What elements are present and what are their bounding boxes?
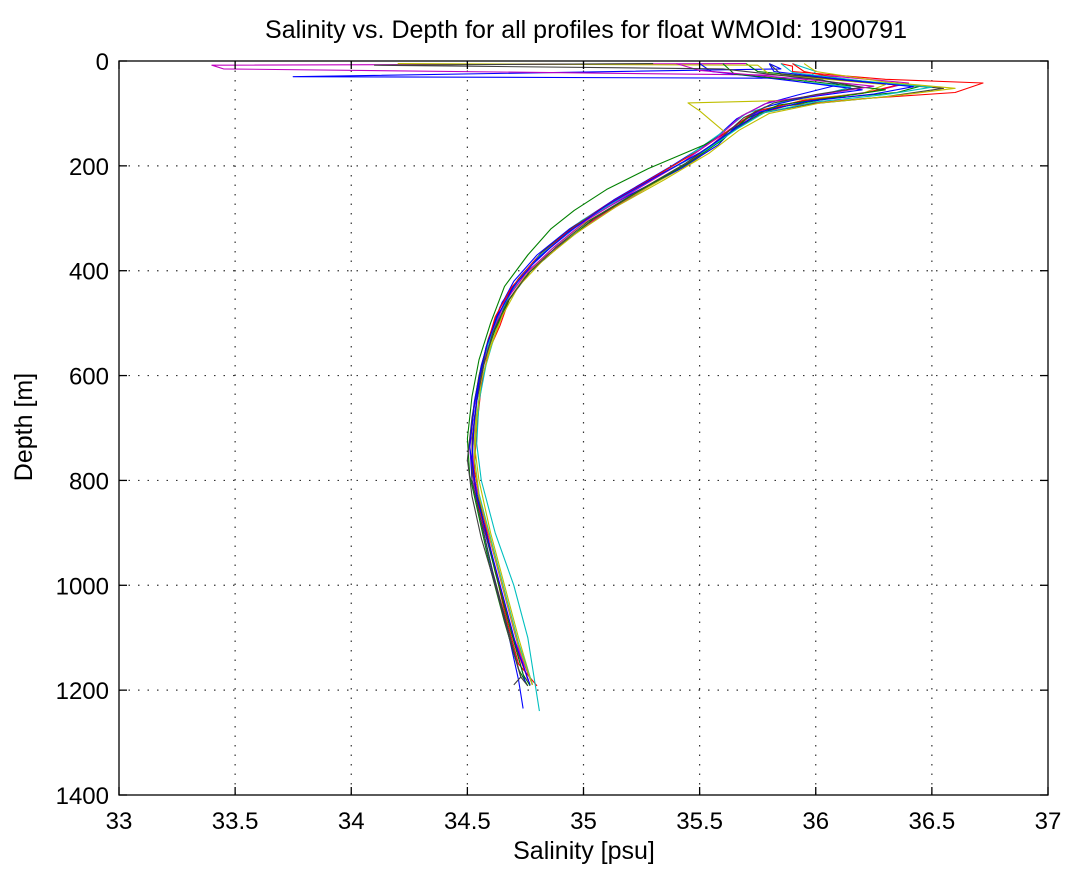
- y-tick-label: 600: [69, 364, 109, 391]
- y-tick-label: 200: [69, 154, 109, 181]
- y-tick-labels: 0 200 400 600 800 1000 1200 1400: [56, 49, 109, 810]
- x-tick-label: 33: [106, 808, 133, 835]
- profile-line-12: [471, 63, 875, 681]
- y-tick-label: 0: [96, 49, 109, 76]
- y-tick-label: 1200: [56, 678, 109, 705]
- y-tick-label: 1000: [56, 573, 109, 600]
- x-tick-labels: 33 33.5 34 34.5 35 35.5 36 36.5 37: [106, 808, 1062, 835]
- profile-line-14: [373, 63, 863, 687]
- y-tick-label: 800: [69, 468, 109, 495]
- profile-line-15: [471, 63, 914, 686]
- profile-line-13: [473, 63, 956, 686]
- y-tick-label: 400: [69, 259, 109, 286]
- chart-title: Salinity vs. Depth for all profiles for …: [265, 16, 907, 44]
- x-tick-label: 35.5: [676, 808, 723, 835]
- profile-lines: [211, 63, 984, 712]
- axis-ticks: [118, 60, 1049, 796]
- x-tick-label: 35: [570, 808, 597, 835]
- x-tick-label: 37: [1035, 808, 1062, 835]
- x-tick-label: 34: [338, 808, 365, 835]
- x-tick-label: 34.5: [444, 808, 491, 835]
- y-axis-title: Depth [m]: [10, 373, 38, 481]
- x-tick-label: 33.5: [212, 808, 259, 835]
- x-axis-title: Salinity [psu]: [513, 837, 655, 865]
- x-tick-label: 36: [802, 808, 829, 835]
- x-tick-label: 36.5: [909, 808, 956, 835]
- y-tick-label: 1400: [56, 783, 109, 810]
